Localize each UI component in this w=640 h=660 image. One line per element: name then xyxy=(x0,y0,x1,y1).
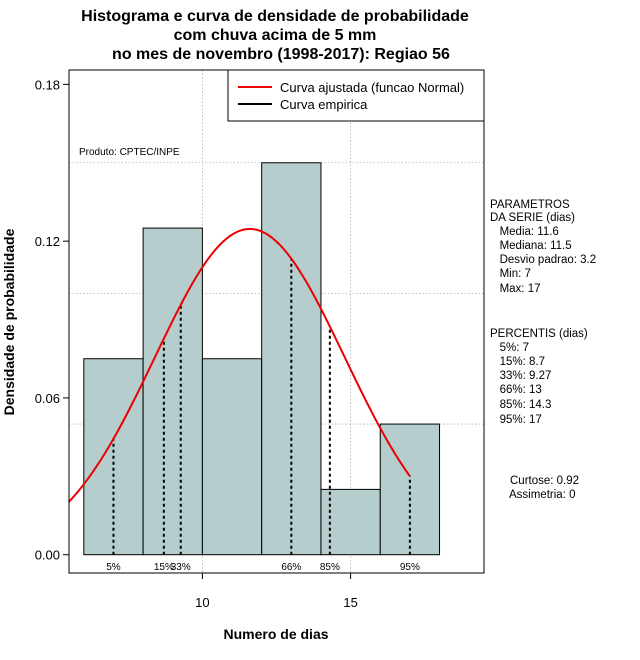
chart-title-line-3: no mes de novembro (1998-2017): Regiao 5… xyxy=(112,46,450,63)
parameters-line: Max: 17 xyxy=(490,283,541,295)
x-tick-label: 15 xyxy=(343,595,357,610)
parameters-line: DA SERIE (dias) xyxy=(490,212,575,224)
chart-title-line-2: com chuva acima de 5 mm xyxy=(174,27,377,44)
percentiles-line: 66%: 13 xyxy=(490,384,542,396)
parameters-line: Mediana: 11.5 xyxy=(490,240,572,252)
y-tick-label: 0.12 xyxy=(35,234,60,249)
percentiles-block: PERCENTIS (dias) 5%: 7 15%: 8.7 33%: 9.2… xyxy=(490,328,588,426)
y-axis-title: Densidade de probabilidade xyxy=(1,228,17,415)
percentile-label: 33% xyxy=(171,562,191,573)
parameters-line: Desvio padrao: 3.2 xyxy=(490,254,596,266)
percentile-label: 15% xyxy=(154,562,174,573)
x-axis-title: Numero de dias xyxy=(223,626,328,642)
y-tick-label: 0.00 xyxy=(35,548,60,563)
histogram-bar xyxy=(201,358,263,556)
percentiles-line: 33%: 9.27 xyxy=(490,370,551,382)
percentiles-line: PERCENTIS (dias) xyxy=(490,328,588,340)
parameters-block: PARAMETROS DA SERIE (dias) Media: 11.6 M… xyxy=(490,199,596,295)
x-tick-label: 10 xyxy=(195,595,209,610)
y-axis: 0.00 0.06 0.12 0.18 xyxy=(35,77,70,563)
percentile-label: 5% xyxy=(106,562,121,573)
percentiles-line: 85%: 14.3 xyxy=(490,399,551,411)
histogram-bar xyxy=(261,162,322,556)
chart-title-line-1: Histograma e curva de densidade de proba… xyxy=(81,8,469,25)
legend: Curva ajustada (funcao Normal) Curva emp… xyxy=(227,69,485,122)
legend-label-empirical: Curva empirica xyxy=(280,97,368,112)
fitted-normal-curve xyxy=(68,227,411,503)
statistics-panel: PARAMETROS DA SERIE (dias) Media: 11.6 M… xyxy=(490,199,596,501)
y-tick-label: 0.06 xyxy=(35,391,60,406)
parameters-line: Media: 11.6 xyxy=(490,226,559,238)
percentile-label: 95% xyxy=(400,562,420,573)
legend-box xyxy=(227,69,485,122)
parameters-line: PARAMETROS xyxy=(490,199,570,211)
percentiles-line: 5%: 7 xyxy=(490,342,529,354)
kurtosis-label: Curtose: 0.92 xyxy=(510,475,579,487)
percentile-label: 66% xyxy=(281,562,301,573)
product-annotation: Produto: CPTEC/INPE xyxy=(79,147,180,158)
x-axis: 10 15 xyxy=(195,573,358,610)
percentile-label: 85% xyxy=(320,562,340,573)
percentiles-line: 95%: 17 xyxy=(490,414,542,426)
histogram-bar xyxy=(142,227,203,556)
y-tick-label: 0.18 xyxy=(35,77,60,92)
percentiles-line: 15%: 8.7 xyxy=(490,356,545,368)
legend-label-fitted: Curva ajustada (funcao Normal) xyxy=(280,80,464,95)
histogram-bars xyxy=(83,162,441,556)
parameters-line: Min: 7 xyxy=(490,268,531,280)
skewness-label: Assimetria: 0 xyxy=(509,489,575,501)
normal-curve xyxy=(68,227,411,503)
percentile-lines: 5% 15%33% 66% 85% 95% xyxy=(106,258,420,573)
